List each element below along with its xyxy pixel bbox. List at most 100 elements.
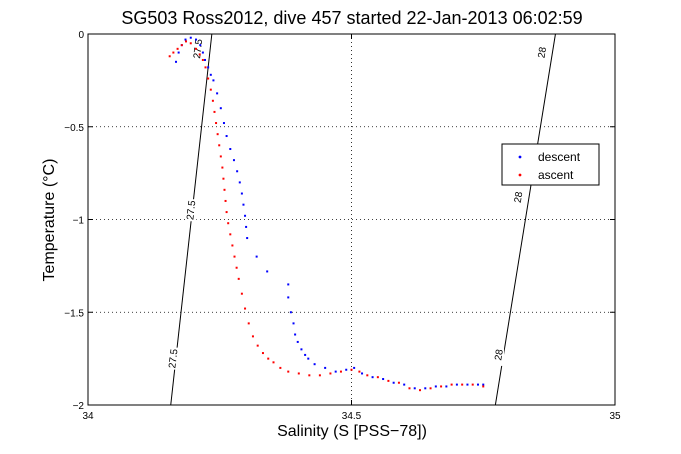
- data-point-descent: [313, 363, 316, 366]
- data-point-ascent: [222, 177, 225, 180]
- x-tick-label: 34: [82, 411, 94, 422]
- data-point-ascent: [450, 383, 453, 386]
- data-point-descent: [382, 378, 385, 381]
- data-series: [168, 36, 485, 392]
- contour-label: 27.5: [167, 348, 180, 369]
- data-point-descent: [203, 58, 206, 61]
- data-point-ascent: [209, 88, 212, 91]
- data-point-descent: [242, 203, 245, 206]
- data-point-ascent: [168, 55, 171, 58]
- data-point-ascent: [308, 374, 311, 377]
- data-point-ascent: [207, 77, 210, 80]
- data-point-descent: [266, 270, 269, 273]
- contour-label: 28: [493, 348, 506, 361]
- data-point-ascent: [244, 307, 247, 310]
- data-point-descent: [201, 51, 204, 54]
- data-point-descent: [413, 387, 416, 390]
- data-point-descent: [246, 237, 249, 240]
- data-point-descent: [392, 381, 395, 384]
- data-point-ascent: [227, 222, 230, 225]
- data-point-descent: [255, 255, 258, 258]
- data-point-ascent: [318, 374, 321, 377]
- data-point-ascent: [272, 361, 275, 364]
- data-point-descent: [184, 38, 187, 41]
- x-tick-label: 34.5: [342, 411, 362, 422]
- data-point-ascent: [225, 211, 228, 214]
- data-point-ascent: [287, 370, 290, 373]
- data-point-ascent: [240, 292, 243, 295]
- data-point-ascent: [419, 389, 422, 392]
- data-point-descent: [212, 79, 215, 82]
- contour-label-bg: [186, 199, 197, 222]
- legend-label-descent: descent: [538, 150, 581, 164]
- data-point-descent: [236, 170, 239, 173]
- data-point-ascent: [279, 366, 282, 369]
- data-point-descent: [292, 322, 295, 325]
- data-point-ascent: [233, 255, 236, 258]
- data-point-descent: [219, 107, 222, 110]
- data-point-ascent: [204, 66, 207, 69]
- data-point-descent: [434, 385, 437, 388]
- data-point-descent: [216, 92, 219, 95]
- data-point-descent: [294, 333, 297, 336]
- data-point-ascent: [223, 188, 226, 191]
- data-point-ascent: [219, 155, 222, 158]
- data-point-ascent: [482, 385, 485, 388]
- x-tick-label: 35: [609, 411, 621, 422]
- data-point-ascent: [376, 376, 379, 379]
- data-point-descent: [334, 370, 337, 373]
- data-point-ascent: [221, 166, 224, 169]
- y-tick-label: −2: [73, 401, 85, 412]
- contour-line: [494, 33, 556, 406]
- data-point-ascent: [198, 53, 201, 56]
- data-point-ascent: [329, 372, 332, 375]
- data-point-ascent: [397, 381, 400, 384]
- data-point-ascent: [201, 58, 204, 61]
- data-point-descent: [304, 353, 307, 356]
- data-point-descent: [199, 44, 202, 47]
- data-point-descent: [238, 181, 241, 184]
- legend-marker-descent: [518, 155, 522, 159]
- data-point-descent: [207, 66, 210, 69]
- legend: descent ascent: [501, 143, 600, 186]
- y-tick-label: −1: [73, 216, 85, 227]
- data-point-descent: [177, 51, 180, 54]
- contour-label-bg: [537, 41, 548, 64]
- data-point-descent: [232, 159, 235, 162]
- data-point-ascent: [339, 370, 342, 373]
- data-point-ascent: [261, 352, 264, 355]
- data-point-ascent: [189, 42, 192, 45]
- y-tick-label: 0: [78, 30, 84, 41]
- y-tick-label: −0.5: [64, 123, 84, 134]
- data-point-ascent: [224, 199, 227, 202]
- data-point-ascent: [461, 383, 464, 386]
- data-point-ascent: [429, 387, 432, 390]
- data-point-descent: [300, 348, 303, 351]
- data-point-ascent: [216, 133, 219, 136]
- data-point-ascent: [297, 372, 300, 375]
- data-point-descent: [209, 73, 212, 76]
- data-point-descent: [324, 366, 327, 369]
- data-point-descent: [445, 385, 448, 388]
- data-point-descent: [424, 387, 427, 390]
- data-point-ascent: [195, 47, 198, 50]
- contour-label-bg: [513, 186, 524, 209]
- data-point-descent: [195, 38, 198, 41]
- data-point-descent: [222, 122, 225, 125]
- data-point-ascent: [218, 144, 221, 147]
- data-point-descent: [353, 366, 356, 369]
- contour-label-bg: [494, 343, 505, 366]
- data-point-ascent: [358, 370, 361, 373]
- data-point-ascent: [408, 387, 411, 390]
- axis-ticks: 34 34.5 35 0 −0.5 −1 −1.5 −2: [64, 30, 621, 422]
- data-point-descent: [289, 311, 292, 314]
- data-point-descent: [189, 36, 192, 39]
- data-point-ascent: [237, 277, 240, 280]
- data-point-descent: [175, 60, 178, 63]
- contour-label-bg: [168, 347, 179, 370]
- data-point-ascent: [229, 233, 232, 236]
- x-axis-title: Salinity (S [PSS−78]): [277, 423, 427, 440]
- data-point-ascent: [185, 40, 188, 43]
- data-point-descent: [225, 135, 228, 138]
- data-point-ascent: [267, 357, 270, 360]
